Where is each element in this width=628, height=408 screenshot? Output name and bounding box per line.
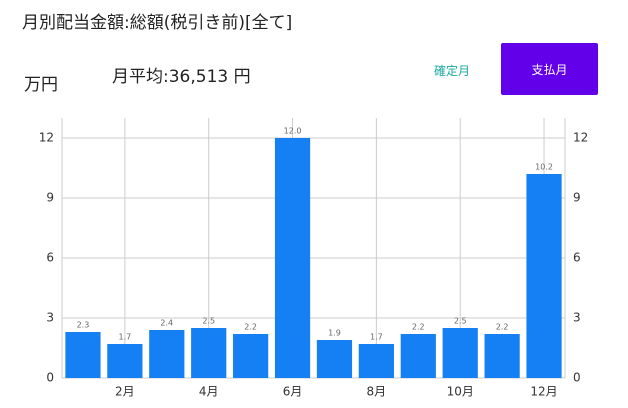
y-tick-label: 12 (39, 131, 54, 145)
value-label: 1.7 (370, 333, 383, 342)
y-tick-label: 0 (46, 371, 54, 385)
bar (274, 138, 311, 378)
y2-tick-label: 6 (573, 251, 581, 265)
x-tick-label: 12月 (530, 385, 557, 399)
x-tick-label: 2月 (115, 385, 135, 399)
x-tick-label: 6月 (283, 385, 303, 399)
y2-tick-label: 3 (573, 311, 581, 325)
bar (442, 328, 478, 378)
y2-tick-label: 12 (573, 131, 588, 145)
bar (233, 334, 269, 378)
unit-label: 万円 (24, 75, 58, 95)
y2-tick-label: 9 (573, 191, 581, 205)
bar (191, 328, 227, 378)
value-label: 2.2 (412, 323, 425, 332)
average: 月平均:36,513 円 (112, 67, 251, 87)
y-tick-label: 3 (46, 311, 54, 325)
value-label: 2.5 (454, 317, 467, 326)
value-label: 2.3 (77, 321, 90, 330)
value-label: 1.9 (328, 329, 341, 338)
bar (107, 344, 143, 378)
value-label: 10.2 (535, 163, 553, 172)
bar (149, 330, 185, 378)
bar (526, 174, 562, 378)
confirmed-button[interactable]: 確定月 (433, 63, 470, 78)
bar (358, 344, 394, 378)
bar (316, 340, 353, 378)
bar (400, 334, 436, 378)
value-label: 2.4 (160, 319, 173, 328)
value-label: 2.5 (202, 317, 215, 326)
title: 月別配当金額:総額(税引き前)[全て] (22, 13, 293, 33)
paid-button[interactable]: 支払月 (501, 43, 598, 95)
x-tick-label: 10月 (447, 385, 474, 399)
value-label: 2.2 (496, 323, 509, 332)
y-tick-label: 9 (46, 191, 54, 205)
bar (65, 332, 101, 378)
value-label: 1.7 (119, 333, 132, 342)
bar (484, 334, 520, 378)
y-tick-label: 6 (46, 251, 54, 265)
x-tick-label: 4月 (199, 385, 219, 399)
x-tick-label: 8月 (367, 385, 387, 399)
value-label: 12.0 (284, 127, 302, 136)
value-label: 2.2 (244, 323, 257, 332)
y2-tick-label: 0 (573, 371, 581, 385)
